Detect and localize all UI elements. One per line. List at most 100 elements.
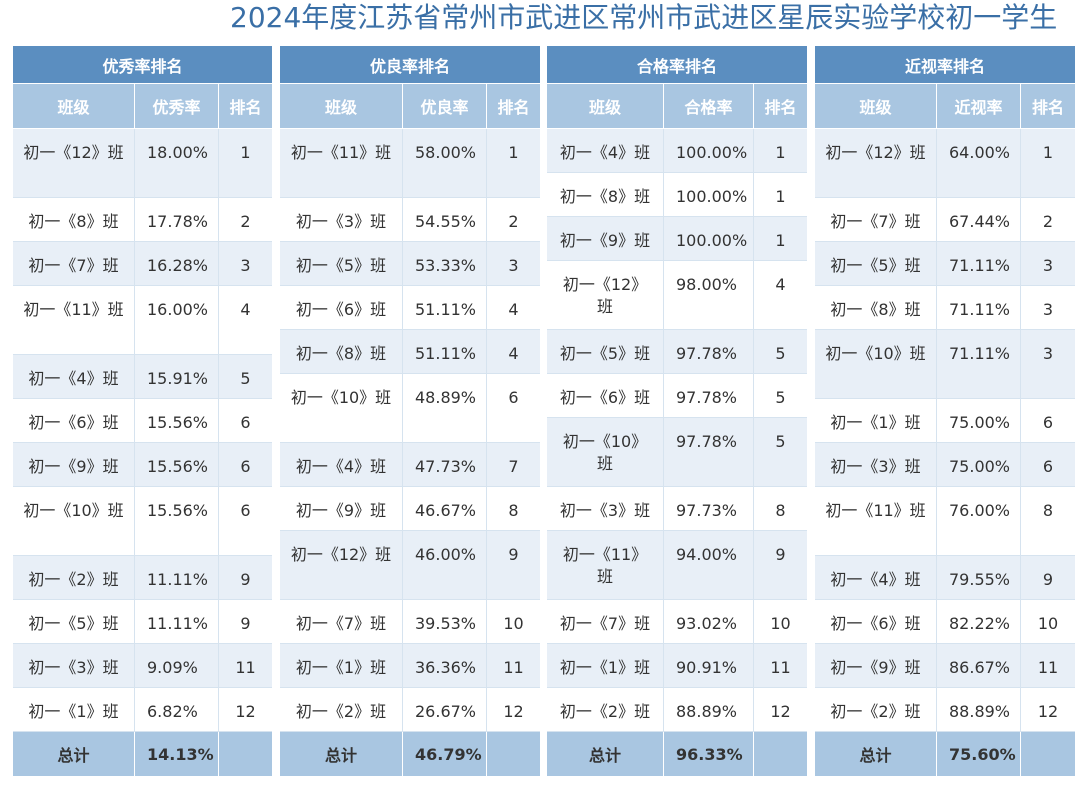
rank-cell: 2 (1042, 212, 1054, 231)
class-cell: 初一《8》班 (547, 173, 664, 216)
table-row: 初一《6》班 51.11% 4 (280, 286, 540, 330)
table-body: 初一《4》班 100.00% 1 初一《8》班 100.00% 1 初一《9》班 100.00… (547, 129, 807, 732)
rank-cell: 4 (240, 300, 251, 319)
rank-cell: 11 (1037, 658, 1059, 677)
total-value: 46.79% (403, 732, 487, 776)
rate-cell: 15.91% (135, 355, 219, 398)
class-cell: 初一《4》班 (547, 129, 664, 172)
rate-cell: 79.55% (937, 556, 1021, 599)
class-cell: 初一《3》班 (13, 644, 135, 687)
table-row: 初一《2》班 26.67% 12 (280, 688, 540, 732)
rate-cell: 90.91% (664, 644, 754, 687)
class-column-header: 班级 (815, 84, 937, 128)
total-label: 总计 (280, 732, 403, 776)
class-cell: 初一《9》班 (815, 644, 937, 687)
class-cell: 初一《7》班 (280, 600, 403, 643)
class-cell: 初一《11》班 (815, 487, 937, 555)
rank-cell: 12 (770, 702, 791, 721)
rate-cell: 88.89% (937, 688, 1021, 731)
class-cell: 初一《7》班 (547, 600, 664, 643)
rate-cell: 26.67% (403, 688, 487, 731)
table-body: 初一《12》班 18.00% 1 初一《8》班 17.78% 2 初一《7》班 16.28% 3… (13, 129, 272, 732)
class-cell: 初一《4》班 (280, 443, 403, 486)
rate-cell: 64.00% (937, 129, 1021, 197)
table-row: 初一《2》班 88.89% 12 (547, 688, 807, 732)
class-cell: 初一《9》班 (547, 217, 664, 260)
rank-cell: 10 (1037, 614, 1059, 633)
class-cell: 初一《10》班 (547, 418, 664, 486)
table-row: 初一《4》班 79.55% 9 (815, 556, 1075, 600)
class-cell: 初一《6》班 (547, 374, 664, 417)
class-cell: 初一《10》班 (280, 374, 403, 442)
rank-cell: 9 (775, 545, 786, 564)
class-cell: 初一《1》班 (280, 644, 403, 687)
table-row: 初一《10》班 97.78% 5 (547, 418, 807, 487)
table-row: 初一《12》班 18.00% 1 (13, 129, 272, 198)
rank-cell: 3 (1042, 300, 1054, 319)
table-row: 初一《9》班 46.67% 8 (280, 487, 540, 531)
class-cell: 初一《2》班 (547, 688, 664, 731)
rank-cell: 8 (1042, 501, 1054, 520)
table-row: 初一《10》班 15.56% 6 (13, 487, 272, 556)
table-row: 初一《9》班 86.67% 11 (815, 644, 1075, 688)
class-cell: 初一《8》班 (815, 286, 937, 329)
rank-column-header: 排名 (229, 98, 262, 117)
class-column-header: 班级 (547, 84, 664, 128)
table-row: 初一《11》班 16.00% 4 (13, 286, 272, 355)
class-cell: 初一《7》班 (13, 242, 135, 285)
table-row: 初一《1》班 75.00% 6 (815, 399, 1075, 443)
rate-cell: 94.00% (664, 531, 754, 599)
table-row: 初一《7》班 16.28% 3 (13, 242, 272, 286)
table-row: 初一《5》班 97.78% 5 (547, 330, 807, 374)
rank-cell: 11 (235, 658, 256, 677)
table-row: 初一《8》班 51.11% 4 (280, 330, 540, 374)
class-cell: 初一《2》班 (13, 556, 135, 599)
total-empty-cell (1021, 732, 1075, 776)
rate-cell: 15.56% (135, 443, 219, 486)
total-value: 14.13% (135, 732, 219, 776)
rate-cell: 15.56% (135, 399, 219, 442)
rank-cell: 12 (1037, 702, 1059, 721)
class-cell: 初一《1》班 (547, 644, 664, 687)
class-cell: 初一《11》班 (13, 286, 135, 354)
column-header-row: 班级 优良率 排名 (280, 84, 540, 129)
class-column-header: 班级 (280, 84, 403, 128)
rank-cell: 9 (240, 570, 251, 589)
rate-column-header: 合格率 (664, 84, 754, 128)
rate-cell: 6.82% (135, 688, 219, 731)
total-value: 75.60% (937, 732, 1021, 776)
table-row: 初一《6》班 97.78% 5 (547, 374, 807, 418)
rank-cell: 8 (508, 501, 519, 520)
rate-cell: 100.00% (664, 217, 754, 260)
rank-column-header: 排名 (1031, 98, 1064, 117)
class-cell: 初一《6》班 (815, 600, 937, 643)
rate-cell: 67.44% (937, 198, 1021, 241)
ranking-panel-pass: 合格率排名 班级 合格率 排名 初一《4》班 100.00% 1 初一《8》班 100.00% 1… (547, 46, 807, 781)
rank-cell: 11 (503, 658, 524, 677)
rank-cell: 10 (770, 614, 791, 633)
rate-cell: 97.78% (664, 330, 754, 373)
rank-cell: 12 (503, 702, 524, 721)
rank-cell: 7 (508, 457, 519, 476)
rate-cell: 47.73% (403, 443, 487, 486)
rank-column-header: 排名 (764, 98, 797, 117)
class-cell: 初一《12》班 (280, 531, 403, 599)
class-cell: 初一《4》班 (13, 355, 135, 398)
total-row: 总计 96.33% (547, 732, 807, 776)
rate-cell: 86.67% (937, 644, 1021, 687)
rate-cell: 16.28% (135, 242, 219, 285)
panel-heading: 优秀率排名 (13, 46, 272, 84)
table-row: 初一《3》班 97.73% 8 (547, 487, 807, 531)
table-row: 初一《11》班 76.00% 8 (815, 487, 1075, 556)
rank-cell: 6 (240, 501, 251, 520)
column-header-row: 班级 近视率 排名 (815, 84, 1075, 129)
rate-column-header: 优秀率 (135, 84, 219, 128)
rate-column-header: 近视率 (937, 84, 1021, 128)
rank-cell: 4 (508, 300, 519, 319)
rate-cell: 11.11% (135, 600, 219, 643)
table-row: 初一《10》班 48.89% 6 (280, 374, 540, 443)
table-row: 初一《3》班 75.00% 6 (815, 443, 1075, 487)
rank-cell: 3 (240, 256, 251, 275)
table-row: 初一《12》班 46.00% 9 (280, 531, 540, 600)
table-row: 初一《1》班 36.36% 11 (280, 644, 540, 688)
